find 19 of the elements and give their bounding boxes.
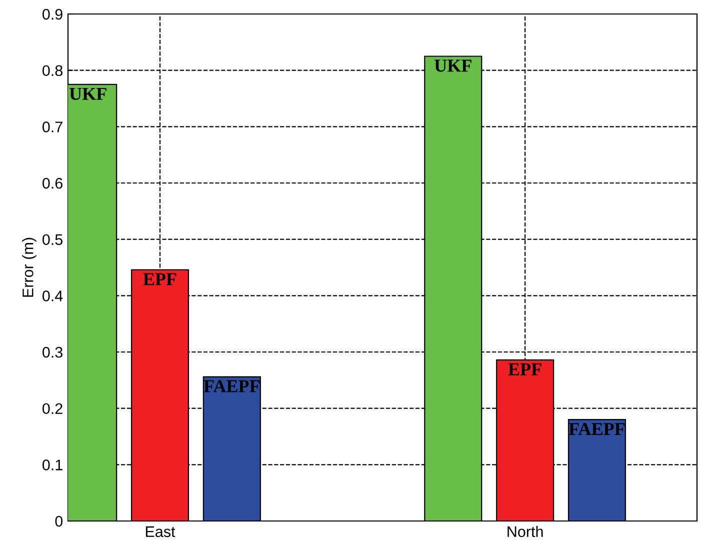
x-tick-label: East <box>146 526 176 538</box>
y-axis-title: Error (m) <box>22 238 36 297</box>
series-label: UKF <box>434 60 472 72</box>
y-tick-label: 0 <box>55 516 63 527</box>
y-tick-label: 0.9 <box>42 8 62 20</box>
text: EPF <box>508 363 542 376</box>
y-tick-label: 0.1 <box>42 460 62 470</box>
text: FAEPF <box>568 423 625 435</box>
y-tick-label: 0.3 <box>42 346 62 358</box>
y-tick-label: 0.5 <box>42 234 62 246</box>
series-label: FAEPF <box>204 380 260 392</box>
x-tick-label: North <box>508 526 543 538</box>
series-label: EPF <box>143 273 176 286</box>
y-tick-label: 0.2 <box>42 403 62 414</box>
y-tick-label: 0.7 <box>42 122 62 132</box>
text: UKF <box>69 88 106 100</box>
y-tick-label: 0.4 <box>42 290 63 302</box>
y-tick-label: 0.8 <box>42 65 62 76</box>
y-tick-label: 0.6 <box>42 178 62 189</box>
